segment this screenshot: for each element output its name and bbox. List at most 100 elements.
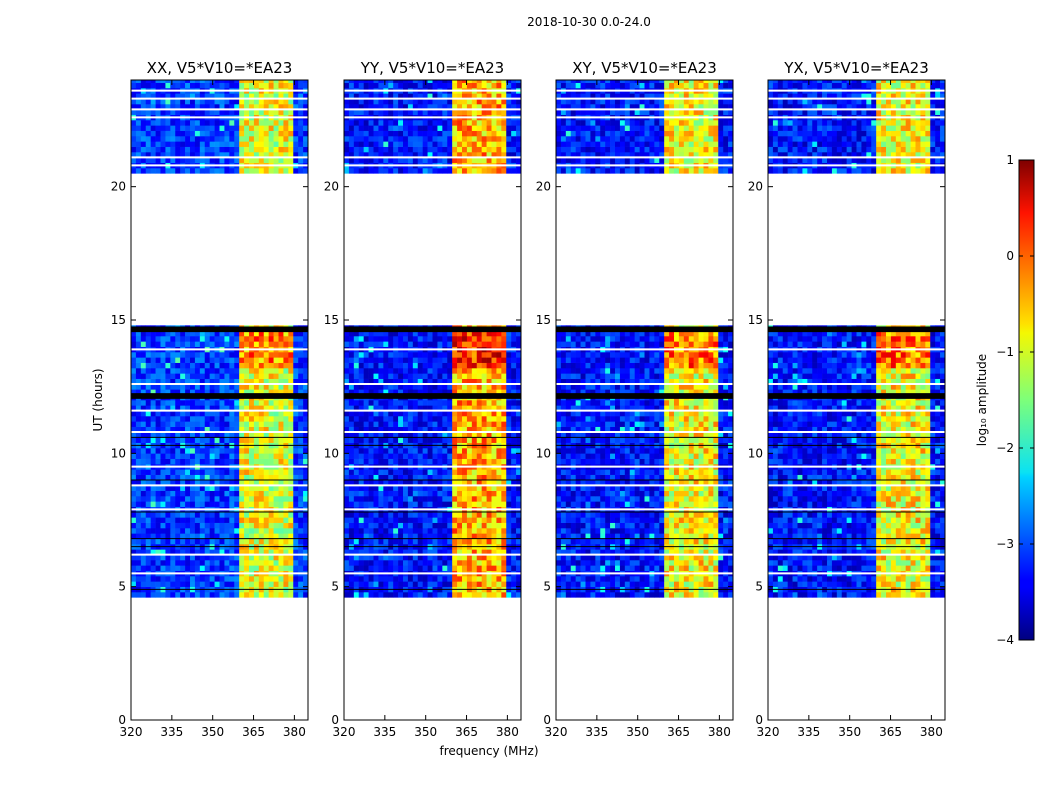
- data-cell: [298, 389, 304, 395]
- data-cell: [288, 82, 294, 89]
- data-cell: [452, 400, 458, 406]
- data-cell: [486, 565, 492, 571]
- data-cell: [348, 352, 355, 358]
- data-cell: [506, 362, 512, 369]
- data-cell: [258, 485, 265, 491]
- data-cell: [491, 554, 497, 561]
- data-cell: [471, 421, 478, 427]
- data-cell: [190, 522, 196, 529]
- data-cell: [278, 501, 284, 507]
- data-cell: [462, 512, 468, 518]
- data-cell: [298, 168, 304, 174]
- data-cell: [368, 448, 374, 454]
- data-cell: [263, 389, 269, 395]
- data-cell: [224, 168, 230, 174]
- data-cell: [253, 528, 260, 534]
- data-cell: [476, 437, 482, 443]
- data-cell: [244, 152, 250, 158]
- data-cell: [368, 98, 374, 105]
- data-cell: [358, 490, 364, 497]
- data-cell: [258, 576, 265, 582]
- data-cell: [204, 458, 210, 465]
- data-cell: [363, 474, 369, 481]
- data-cell: [160, 458, 166, 465]
- data-cell: [214, 378, 220, 385]
- data-cell: [358, 581, 364, 587]
- data-cell: [209, 120, 215, 126]
- data-cell: [442, 517, 448, 523]
- data-cell: [422, 453, 428, 459]
- data-cell: [511, 501, 517, 507]
- data-cell: [219, 373, 225, 379]
- data-cell: [427, 565, 433, 571]
- data-cell: [298, 458, 304, 465]
- data-cell: [244, 474, 250, 481]
- data-cell: [278, 98, 284, 105]
- data-cell: [447, 130, 453, 137]
- data-cell: [403, 410, 409, 417]
- data-cell: [239, 136, 245, 142]
- data-cell: [363, 157, 369, 163]
- data-cell: [471, 146, 478, 153]
- data-cell: [476, 389, 482, 395]
- data-cell: [511, 512, 517, 518]
- data-cell: [466, 130, 473, 137]
- data-cell: [165, 437, 171, 443]
- data-cell: [150, 130, 156, 137]
- data-cell: [199, 538, 206, 545]
- data-cell: [140, 120, 147, 126]
- data-cell: [175, 93, 181, 99]
- data-cell: [442, 330, 448, 337]
- data-cell: [501, 136, 507, 142]
- data-cell: [452, 104, 458, 110]
- data-cell: [249, 125, 255, 131]
- data-cell: [224, 565, 230, 571]
- data-cell: [175, 512, 181, 518]
- data-cell: [422, 426, 428, 433]
- data-cell: [263, 120, 269, 126]
- data-cell: [348, 528, 355, 534]
- data-cell: [432, 104, 438, 110]
- data-cell: [447, 490, 453, 497]
- data-cell: [175, 405, 181, 411]
- data-cell: [388, 146, 394, 153]
- data-cell: [145, 410, 151, 417]
- data-cell: [263, 104, 269, 110]
- data-cell: [239, 426, 245, 433]
- data-cell: [303, 533, 309, 539]
- data-cell: [516, 565, 522, 571]
- data-cell: [476, 352, 482, 358]
- data-cell: [481, 104, 487, 110]
- data-cell: [194, 168, 201, 174]
- data-cell: [224, 141, 230, 147]
- data-cell: [383, 560, 389, 566]
- data-cell: [219, 341, 225, 347]
- data-cell: [516, 130, 522, 137]
- data-cell: [432, 141, 438, 147]
- data-cell: [476, 480, 482, 486]
- data-cell: [199, 80, 206, 83]
- data-cell: [249, 496, 255, 502]
- data-cell: [165, 80, 171, 83]
- data-cell: [491, 141, 497, 147]
- data-cell: [185, 437, 191, 443]
- data-cell: [185, 341, 191, 347]
- data-cell: [234, 157, 240, 163]
- data-cell: [135, 416, 142, 422]
- data-cell: [388, 501, 394, 507]
- data-cell: [293, 341, 299, 347]
- data-cell: [190, 389, 196, 395]
- data-cell: [150, 528, 156, 534]
- data-cell: [249, 384, 255, 390]
- data-cell: [244, 469, 250, 475]
- data-cell: [466, 533, 473, 539]
- data-cell: [511, 533, 517, 539]
- data-cell: [278, 517, 284, 523]
- data-cell: [353, 80, 360, 83]
- data-cell: [194, 378, 201, 385]
- data-cell: [229, 581, 235, 587]
- data-cell: [353, 157, 360, 163]
- data-cell: [194, 421, 201, 427]
- data-cell: [155, 565, 161, 571]
- data-cell: [224, 554, 230, 561]
